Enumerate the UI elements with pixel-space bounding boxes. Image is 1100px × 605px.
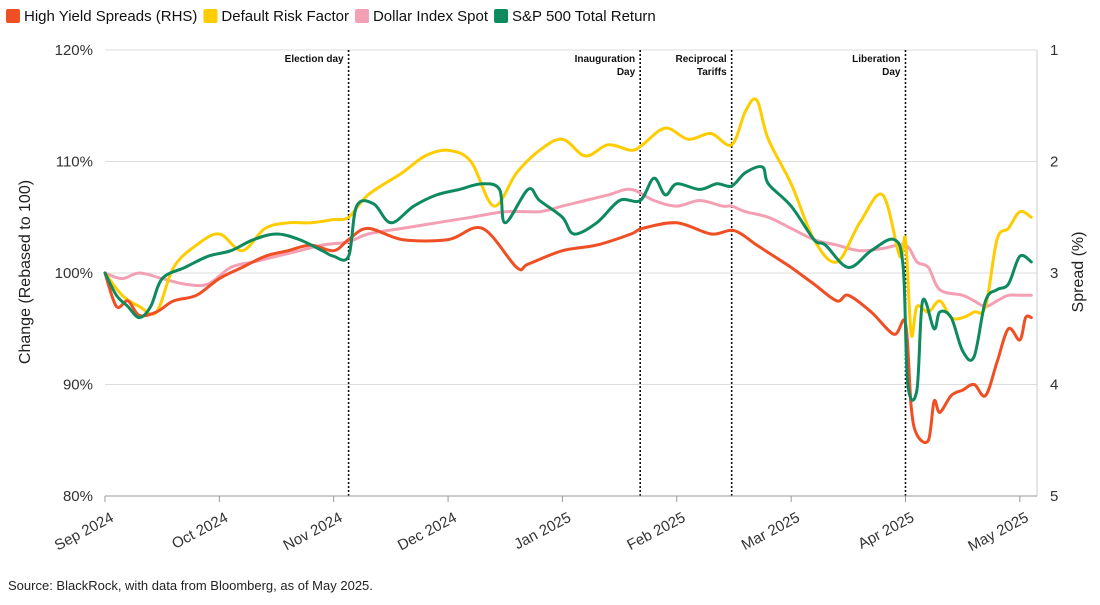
y-tick-label-right: 5 <box>1050 488 1058 505</box>
x-tick-label: Feb 2025 <box>624 509 688 554</box>
y-tick-label-left: 90% <box>63 377 93 394</box>
event-label: Inauguration <box>575 54 636 65</box>
series-line-s-p-500-total-return <box>103 165 1033 402</box>
event-label: Liberation <box>852 54 900 65</box>
x-axis: Sep 2024 Oct 2024 Nov 2024 Dec 2024 Jan 2025… <box>52 495 1037 555</box>
event-label: Reciprocal <box>676 54 727 65</box>
x-tick-label: Oct 2024 <box>169 509 231 553</box>
y-axis-title-right: Spread (%) <box>1070 232 1087 313</box>
legend-entry-s-p-500-total-return: S&P 500 Total Return <box>512 8 656 25</box>
event-markers: Election day Inauguration Day Reciprocal Tar… <box>285 50 907 496</box>
x-tick-label: Sep 2024 <box>52 509 117 554</box>
event-label: Day <box>882 67 901 78</box>
series-line-default-risk-factor <box>103 97 1033 338</box>
x-tick-label: Jan 2025 <box>511 509 573 553</box>
y-tick-label-right: 1 <box>1050 42 1058 59</box>
y-axis-left: 80% 90% 100% 110% 120% <box>55 42 93 505</box>
y-axis-title-left: Change (Rebased to 100) <box>17 180 34 364</box>
legend: High Yield Spreads (RHS) Default Risk Fac… <box>6 8 656 25</box>
x-tick-label: Dec 2024 <box>395 509 460 554</box>
x-tick-label: Apr 2025 <box>855 509 917 553</box>
event-label: Election day <box>285 54 344 65</box>
legend-swatch-dollar-index-spot <box>354 9 369 23</box>
series-lines <box>103 97 1033 445</box>
y-tick-label-left: 120% <box>55 42 93 59</box>
y-tick-label-left: 100% <box>55 265 93 282</box>
y-tick-label-left: 80% <box>63 488 93 505</box>
source-note: Source: BlackRock, with data from Bloomb… <box>8 578 373 593</box>
event-label: Day <box>617 67 636 78</box>
legend-entry-high-yield-spreads-rhs: High Yield Spreads (RHS) <box>24 8 197 25</box>
legend-swatch-s-p-500-total-return <box>494 9 509 23</box>
y-tick-label-left: 110% <box>56 154 93 171</box>
legend-swatch-high-yield-spreads-rhs <box>6 9 20 23</box>
y-tick-label-right: 3 <box>1050 265 1058 282</box>
event-label: Tariffs <box>697 67 727 78</box>
x-tick-label: Nov 2024 <box>281 509 346 554</box>
series-line-dollar-index-spot <box>103 187 1033 308</box>
y-tick-label-right: 2 <box>1050 154 1058 171</box>
x-tick-label: May 2025 <box>965 509 1031 555</box>
legend-entry-dollar-index-spot: Dollar Index Spot <box>373 8 489 25</box>
legend-swatch-default-risk-factor <box>203 9 218 23</box>
legend-entry-default-risk-factor: Default Risk Factor <box>221 8 349 25</box>
x-tick-label: Mar 2025 <box>739 509 803 554</box>
series-line-high-yield-spreads-rhs <box>103 221 1033 445</box>
gridlines <box>105 49 1037 497</box>
y-tick-label-right: 4 <box>1050 377 1058 394</box>
y-axis-right: 1 2 3 4 5 <box>1036 42 1058 505</box>
